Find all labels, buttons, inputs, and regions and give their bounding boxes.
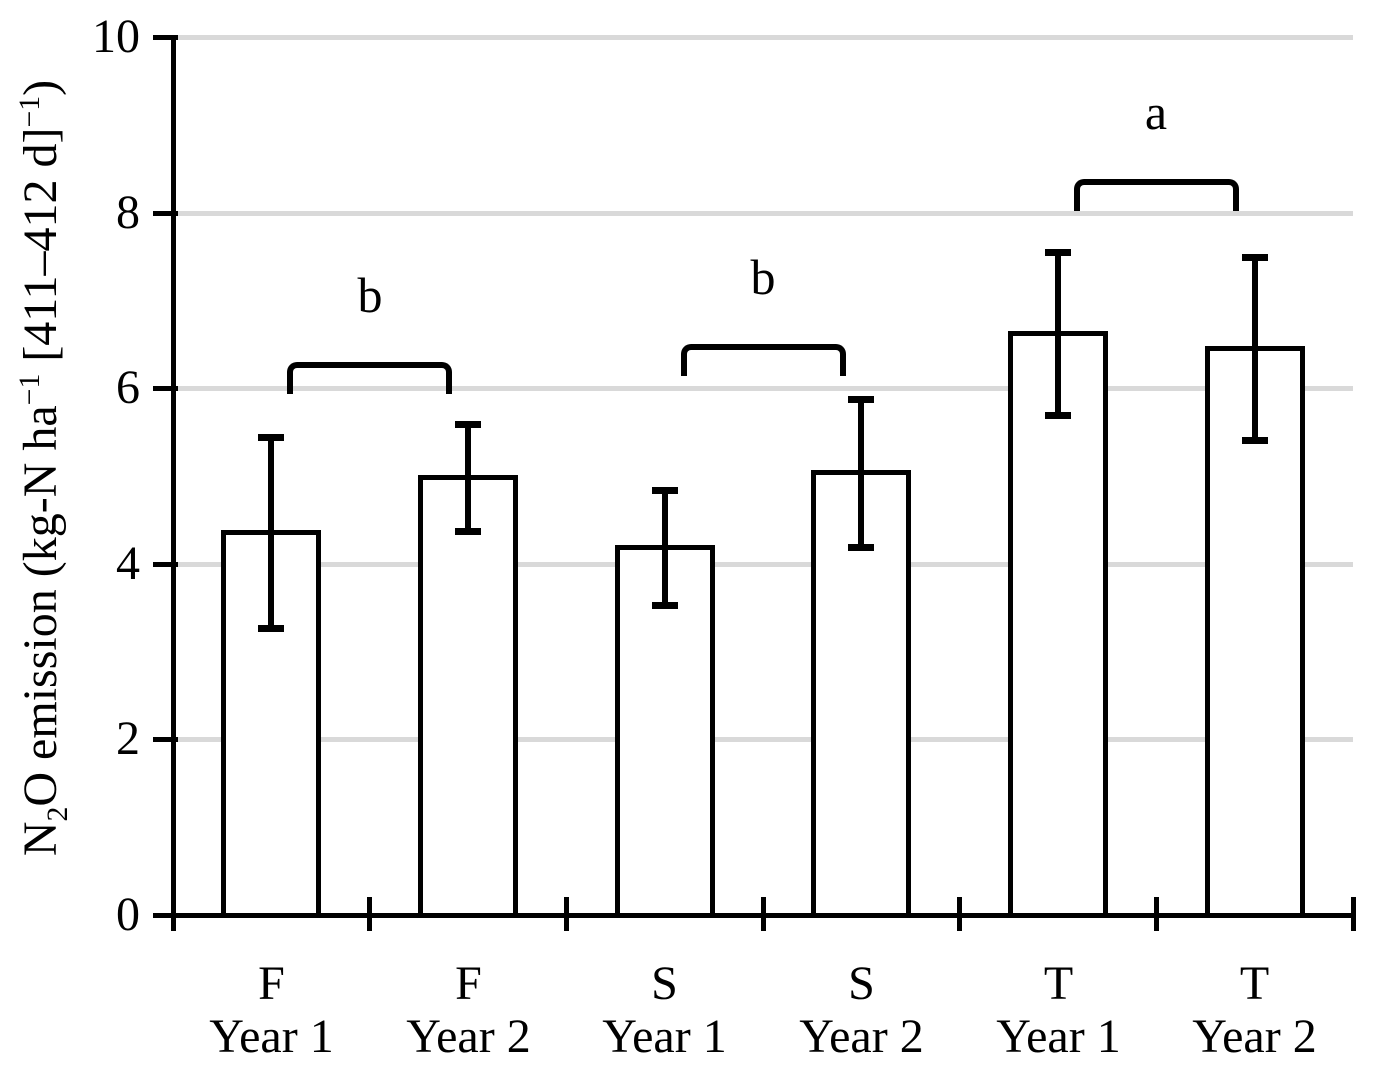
significance-bracket-1 (287, 362, 452, 394)
y-tick-label: 10 (92, 10, 140, 63)
error-bar-stem (268, 437, 274, 628)
y-tick-label: 4 (116, 537, 140, 590)
y-axis-tick (153, 737, 178, 742)
error-bar-stem (1055, 252, 1061, 415)
x-category-label: F Year 1 (173, 957, 370, 1063)
y-axis-title-run: 2 (40, 806, 74, 822)
y-axis-line (171, 35, 176, 930)
gridline-y2 (176, 737, 1353, 742)
x-axis-line (170, 913, 1356, 918)
x-category-label: S Year 2 (763, 957, 960, 1063)
error-bar-cap-bottom (848, 544, 874, 551)
x-category-label: S Year 1 (566, 957, 763, 1063)
error-bar-stem (465, 424, 471, 531)
error-bar-cap-bottom (652, 602, 678, 609)
x-category-treatment: T (1043, 957, 1074, 1010)
error-bar-cap-top (1045, 249, 1071, 256)
error-bar-stem (858, 400, 864, 548)
y-axis-tick (153, 562, 178, 567)
error-bar-cap-top (652, 487, 678, 494)
gridline-y6 (176, 386, 1353, 391)
significance-letter-1: b (357, 267, 383, 323)
significance-letter-3: a (1144, 84, 1168, 140)
x-category-year: Year 2 (799, 1010, 924, 1063)
y-axis-title-run: ) (14, 79, 68, 96)
x-category-label: T Year 1 (960, 957, 1157, 1063)
error-bar-cap-bottom (1242, 437, 1268, 444)
y-tick-label: 2 (116, 712, 140, 765)
gridline-y8 (176, 211, 1353, 216)
error-bar-cap-bottom (258, 625, 284, 632)
y-axis-title-run: N (14, 821, 68, 857)
error-bar-cap-bottom (1045, 412, 1071, 419)
error-bar-stem (1252, 257, 1258, 440)
y-axis-title-run: −1 (13, 95, 47, 128)
bar-t-1 (1008, 331, 1108, 918)
y-axis-tick (153, 211, 178, 216)
x-category-treatment: F (258, 957, 285, 1010)
y-tick-label: 0 (116, 888, 140, 941)
bar-f-2 (418, 475, 518, 918)
x-category-label: T Year 2 (1156, 957, 1353, 1063)
y-tick-label: 8 (116, 186, 140, 239)
x-category-year: Year 2 (1192, 1010, 1317, 1063)
x-category-label: F Year 2 (370, 957, 567, 1063)
y-axis-tick (153, 913, 178, 918)
x-category-treatment: S (848, 957, 875, 1010)
error-bar-cap-bottom (455, 528, 481, 535)
x-category-treatment: T (1239, 957, 1270, 1010)
error-bar-cap-top (1242, 254, 1268, 261)
error-bar-stem (662, 491, 668, 605)
gridline-y4 (176, 562, 1353, 567)
y-axis-tick (153, 386, 178, 391)
error-bar-cap-top (455, 421, 481, 428)
y-axis-tick (153, 35, 178, 40)
gridline-y10 (176, 35, 1353, 40)
x-category-treatment: S (651, 957, 678, 1010)
error-bar-cap-top (848, 396, 874, 403)
y-axis-title-run: [411–412 d] (14, 127, 68, 374)
y-tick-label: 6 (116, 361, 140, 414)
x-category-year: Year 1 (602, 1010, 727, 1063)
x-category-year: Year 1 (996, 1010, 1121, 1063)
x-category-treatment: F (455, 957, 482, 1010)
error-bar-cap-top (258, 434, 284, 441)
significance-bracket-2 (681, 344, 846, 376)
x-category-year: Year 1 (209, 1010, 334, 1063)
significance-bracket-3 (1074, 179, 1239, 211)
x-category-year: Year 2 (406, 1010, 531, 1063)
significance-letter-2: b (750, 249, 776, 305)
